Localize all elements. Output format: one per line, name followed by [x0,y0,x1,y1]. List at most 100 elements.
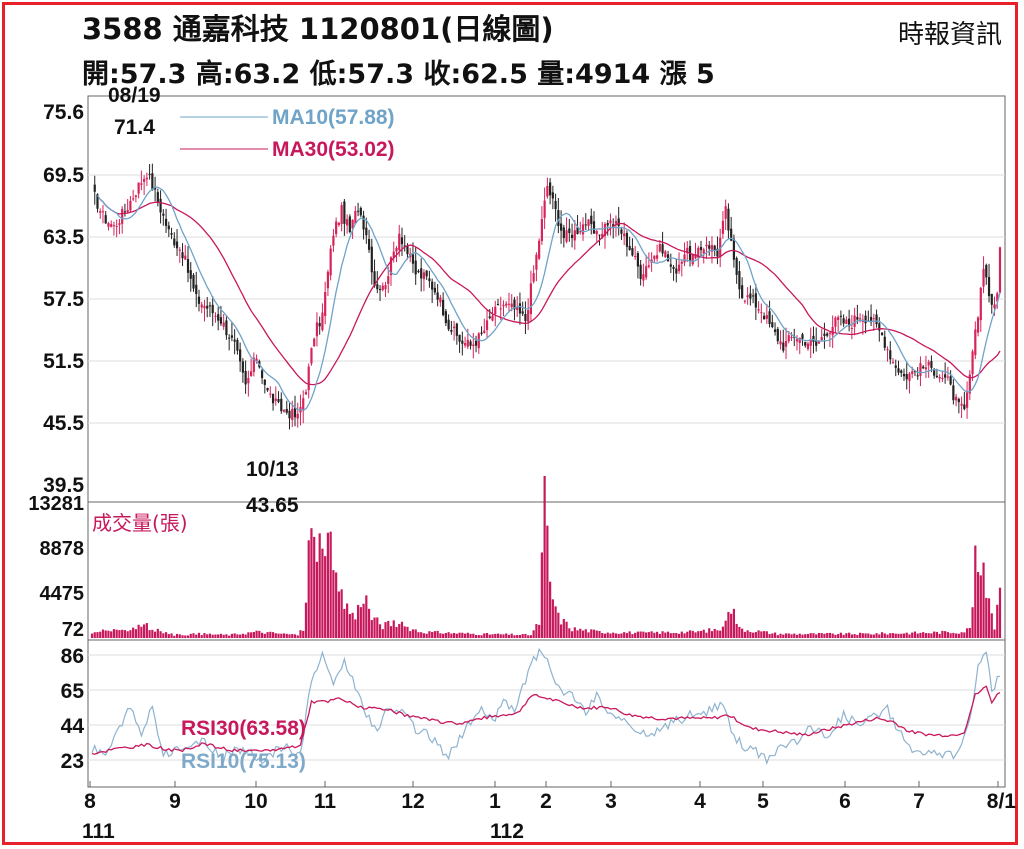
candle-body [153,186,157,190]
candle-body [705,244,708,247]
candle-body [581,224,585,235]
candle-body [806,343,810,349]
volume-bar [787,633,790,638]
candle-body [411,254,415,264]
volume-bar [990,613,993,638]
volume-bar [200,635,203,638]
candle-body [661,244,664,254]
volume-bar [132,627,135,638]
candle-body [167,225,170,230]
candle-body [428,278,431,282]
candle-body [979,287,982,321]
volume-bar [315,561,319,638]
volume-bar [521,634,524,638]
x-month-label: 11 [314,790,337,813]
volume-bar [658,633,661,638]
volume-bar [949,633,952,638]
candle-body [878,323,881,331]
volume-bar [197,632,201,638]
candle-body [974,329,977,356]
candle-body [924,367,928,370]
price-tick-label: 45.5 [43,412,84,435]
rsi30-legend: RSI30(63.58) [181,717,306,740]
volume-bar [680,631,683,638]
candle-body [340,205,343,225]
candle-body [971,351,974,375]
candle-body [546,185,549,197]
ma30-line [99,198,1001,386]
volume-bar [228,635,231,638]
volume-bar [864,633,867,638]
candle-body [724,206,727,219]
volume-bar [625,633,629,638]
volume-bar [392,620,395,638]
volume-bar [513,635,516,638]
candle-body [960,403,963,406]
candle-body [485,320,489,330]
volume-bar [241,633,244,638]
volume-bar [293,634,297,638]
candle-body [510,303,513,308]
volume-bar [573,627,576,638]
volume-bar [842,634,845,638]
volume-bar [790,634,793,638]
volume-bar [669,633,672,638]
volume-bar [598,631,601,638]
candle-body [623,233,626,237]
volume-bar [554,606,557,638]
volume-bar [217,634,220,638]
candle-body [373,271,376,286]
volume-bar [414,629,417,638]
candle-body [655,255,659,259]
candle-body [976,317,980,333]
candle-body [115,225,118,227]
candle-body [905,374,908,380]
volume-bar [919,632,922,638]
volume-bar [318,533,321,638]
volume-bar [244,634,247,638]
volume-bar [326,532,330,638]
volume-bar [461,632,464,638]
volume-bar [346,603,349,638]
candle-body [787,335,790,342]
volume-bar [507,634,511,638]
volume-bar [480,635,483,638]
volume-bar [817,632,821,638]
candle-body [406,245,409,255]
volume-bar [880,632,884,638]
candle-body [398,233,401,251]
candle-body [507,303,511,305]
volume-bar [99,631,102,638]
volume-bar [601,632,604,638]
candle-body [321,312,324,331]
volume-bar [164,632,168,638]
candle-body [211,304,214,314]
volume-bar [878,634,881,638]
candle-body [304,392,308,395]
candle-body [263,379,266,385]
candle-body [239,349,242,362]
volume-bar [749,631,752,638]
volume-bar [752,632,755,638]
candle-body [875,314,878,325]
volume-bar [708,628,711,638]
candle-body [902,373,906,377]
volume-bar [993,629,996,638]
volume-bar [304,602,308,638]
candle-body [765,315,768,319]
candle-body [949,376,952,385]
candle-body [516,306,519,311]
candle-body [315,322,319,337]
volume-bar [329,531,332,638]
volume-bar [801,634,804,638]
volume-bar [952,632,955,638]
candle-body [148,173,151,175]
candle-body [837,317,840,320]
volume-bar [488,634,491,638]
volume-bar [370,620,373,638]
candle-body [941,377,944,379]
candle-body [933,368,936,376]
high-value-annotation: 71.4 [114,116,155,139]
candle-body [938,376,941,379]
x-month-label: 5 [757,790,769,813]
